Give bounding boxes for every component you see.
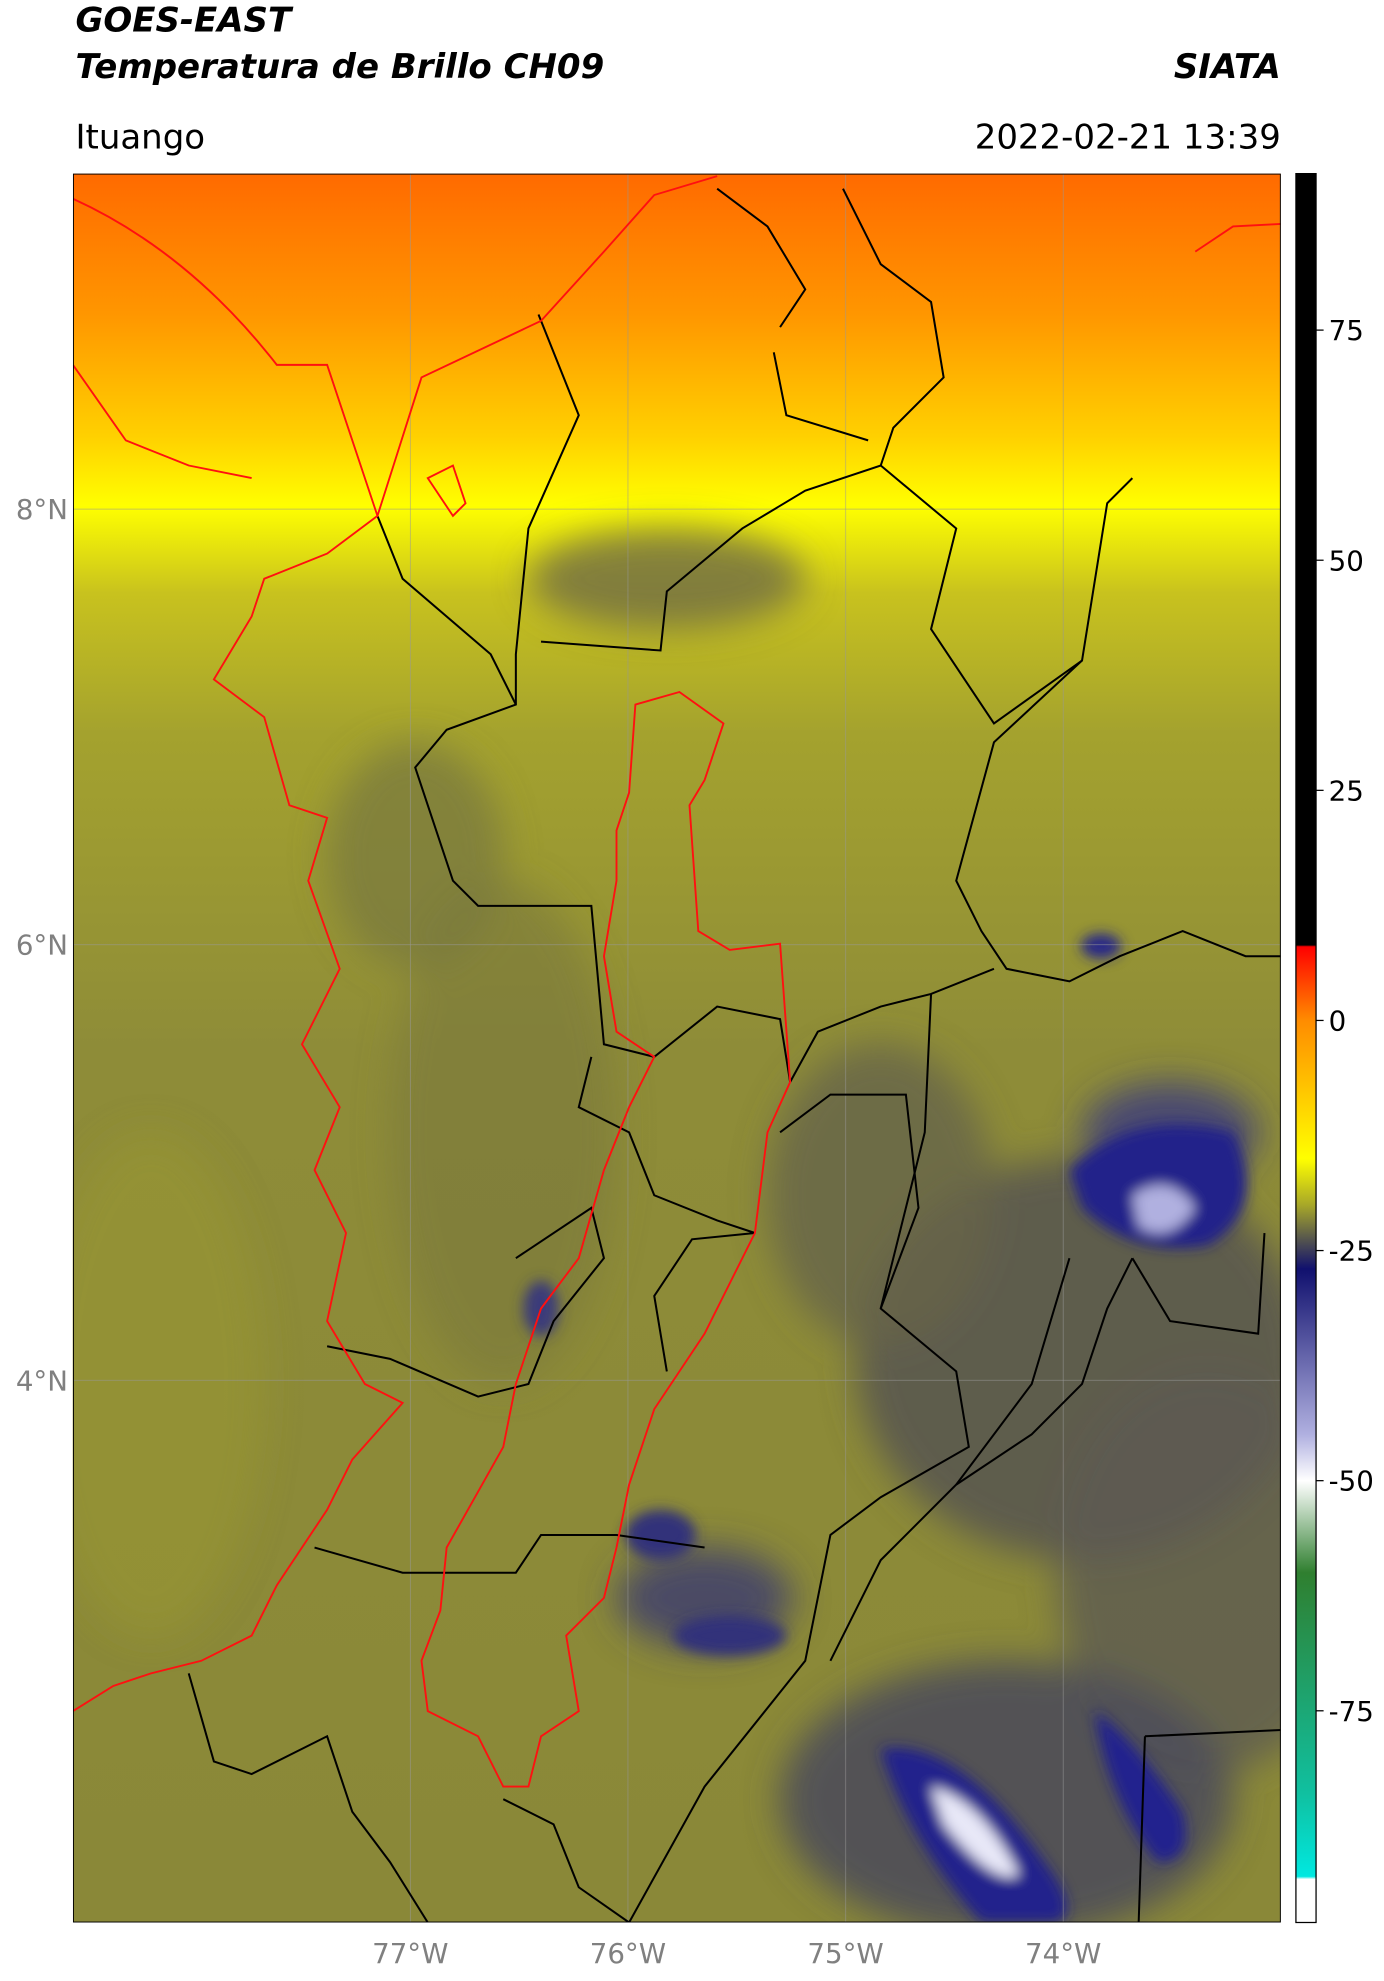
graticule (72, 173, 1281, 1923)
lat-tick-label: 4°N (16, 1364, 68, 1397)
admin-borders (187, 187, 1281, 1923)
cold-cloud-tops (523, 933, 1248, 1923)
lon-tick-label: 75°W (807, 1937, 883, 1970)
title: GOES-EAST (75, 0, 293, 40)
colorbar-tick-label: 0 (1329, 1005, 1347, 1038)
colorbar: 75 50 25 0 -25 -50 -75 (1295, 172, 1374, 1924)
colorbar-tick-label: -25 (1329, 1235, 1374, 1268)
map-axes: 77°W 76°W 75°W 74°W 8°N 6°N 4°N (16, 493, 1102, 1970)
colorbar-tick-label: -50 (1329, 1465, 1374, 1498)
map (72, 173, 1281, 1923)
lon-tick-label: 74°W (1025, 1937, 1101, 1970)
colorbar-tick-label: 75 (1329, 314, 1364, 347)
timestamp: 2022-02-21 13:39 (975, 117, 1281, 157)
colorbar-tick-label: -75 (1329, 1695, 1374, 1728)
agency: SIATA (1174, 47, 1281, 87)
lat-tick-label: 6°N (16, 929, 68, 962)
colorbar-tick-label: 25 (1329, 774, 1364, 807)
lon-tick-label: 77°W (372, 1937, 448, 1970)
lon-tick-label: 76°W (590, 1937, 666, 1970)
lat-tick-label: 8°N (16, 493, 68, 526)
colorbar-tick-label: 50 (1329, 544, 1364, 577)
subtitle: Temperatura de Brillo CH09 (75, 47, 604, 87)
cloud-field (72, 528, 1281, 1923)
coastline-and-basin (72, 175, 1281, 1788)
colorbar-fill (1295, 172, 1317, 1924)
location: Ituango (75, 117, 205, 157)
